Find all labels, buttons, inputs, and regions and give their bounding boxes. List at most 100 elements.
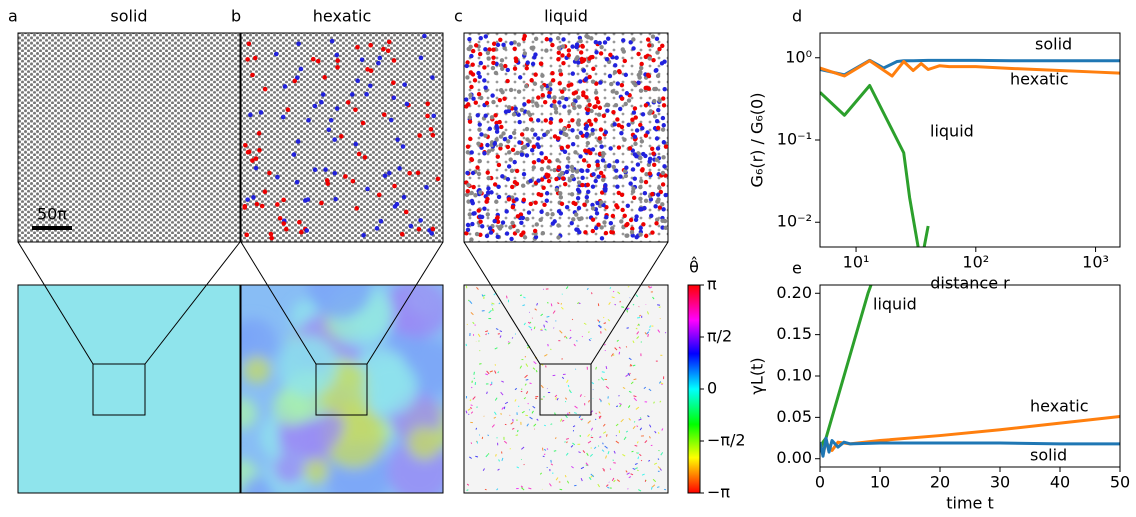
colorbar-label: θ̂ <box>689 257 699 277</box>
particle <box>639 61 644 67</box>
colorbar-tick-label: −π <box>707 483 730 502</box>
particle <box>509 236 514 242</box>
particle <box>586 189 591 195</box>
particle <box>476 171 482 177</box>
defect <box>257 147 262 153</box>
particle <box>566 83 571 88</box>
defect <box>382 173 388 179</box>
particle <box>653 204 658 209</box>
texture <box>659 400 662 403</box>
particle <box>619 124 625 130</box>
texture <box>626 309 629 313</box>
texture <box>525 363 529 367</box>
particle <box>506 164 512 169</box>
particle <box>595 159 600 164</box>
particle <box>555 158 560 163</box>
texture <box>242 355 271 384</box>
texture <box>524 383 527 386</box>
texture <box>565 286 569 290</box>
texture <box>303 458 330 484</box>
texture <box>658 306 661 308</box>
texture <box>628 417 631 421</box>
snapshots: 50π <box>17 32 669 494</box>
texture <box>533 326 536 330</box>
texture <box>603 469 606 472</box>
particle <box>576 122 581 127</box>
defect <box>360 120 366 126</box>
field-hexatic-frame <box>240 284 444 494</box>
defect <box>430 226 436 232</box>
particle <box>469 53 474 59</box>
texture <box>588 399 590 403</box>
texture <box>618 346 621 349</box>
particle <box>542 132 547 138</box>
particle <box>652 86 657 92</box>
particle <box>633 115 638 120</box>
particle <box>643 233 649 239</box>
texture <box>659 382 664 385</box>
particle <box>606 36 611 41</box>
particle <box>584 194 590 200</box>
particle <box>478 60 484 66</box>
particle <box>645 72 651 78</box>
defect <box>333 196 338 202</box>
particle <box>471 96 476 101</box>
particle <box>512 180 518 185</box>
particle <box>611 164 617 170</box>
particle <box>502 137 508 142</box>
texture <box>517 429 519 433</box>
texture <box>521 410 525 414</box>
texture <box>647 333 649 337</box>
texture <box>625 470 628 473</box>
series-label: solid <box>1035 35 1072 54</box>
particle <box>608 146 613 151</box>
defect <box>425 113 430 119</box>
particle <box>534 101 539 106</box>
defect <box>376 192 382 198</box>
particle <box>618 106 623 112</box>
texture <box>638 489 642 492</box>
plot-area <box>820 58 1120 247</box>
particle <box>585 182 591 188</box>
texture <box>611 477 615 482</box>
texture <box>590 447 592 449</box>
particle <box>619 192 625 198</box>
particle <box>634 128 640 133</box>
particle <box>510 204 516 210</box>
texture <box>613 462 616 464</box>
defect <box>365 67 370 72</box>
defect <box>298 66 304 72</box>
texture <box>650 486 653 490</box>
defect <box>259 203 265 209</box>
texture <box>522 304 526 307</box>
particle <box>599 144 604 149</box>
texture <box>629 363 633 367</box>
particle <box>583 148 588 153</box>
particle <box>524 66 529 71</box>
particle <box>466 199 471 204</box>
texture <box>589 453 593 457</box>
particle <box>544 198 549 203</box>
texture <box>571 465 574 469</box>
texture <box>499 335 502 338</box>
particle <box>623 72 629 78</box>
particle <box>628 40 633 45</box>
texture <box>469 399 472 402</box>
particle <box>557 68 563 73</box>
texture <box>590 473 595 478</box>
particle <box>482 65 487 70</box>
texture <box>657 466 661 469</box>
texture <box>570 391 573 394</box>
texture <box>466 489 469 491</box>
texture <box>495 328 499 331</box>
texture <box>561 293 563 295</box>
texture <box>635 294 639 298</box>
texture <box>487 434 490 437</box>
defect <box>391 80 396 85</box>
particle <box>477 74 482 79</box>
particle <box>515 150 520 156</box>
particle <box>505 67 511 73</box>
texture <box>485 454 489 458</box>
texture <box>470 442 473 444</box>
particle <box>477 51 483 57</box>
